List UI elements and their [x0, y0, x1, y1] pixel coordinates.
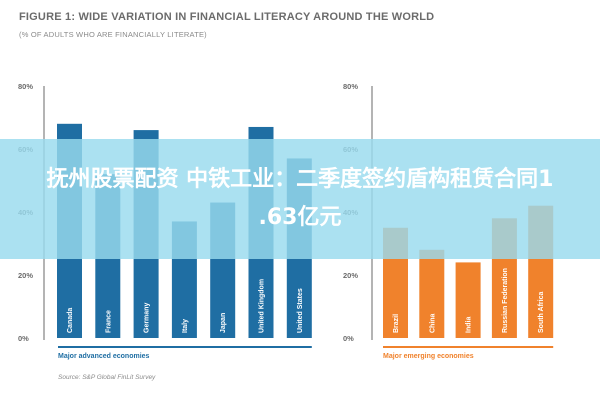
advanced-category-label: Italy — [182, 319, 189, 333]
advanced-category-label: France — [105, 310, 112, 333]
advanced-ytick-label: 80% — [18, 82, 33, 91]
advanced-category-label: Canada — [67, 308, 74, 333]
advanced-group-label: Major advanced economies — [58, 353, 150, 360]
emerging-category-label: Brazil — [393, 314, 400, 333]
emerging-ytick-label: 20% — [343, 271, 358, 280]
chart-subtitle: (% OF ADULTS WHO ARE FINANCIALLY LITERAT… — [19, 30, 207, 39]
advanced-ytick-label: 0% — [18, 334, 29, 343]
emerging-category-label: India — [466, 317, 473, 333]
emerging-ytick-label: 0% — [343, 334, 354, 343]
advanced-ytick-label: 20% — [18, 271, 33, 280]
emerging-category-label: South Africa — [538, 292, 545, 333]
headline-line-1: 抚州股票配资 中铁工业：二季度签约盾构租赁合同1 — [46, 167, 554, 192]
emerging-ytick-label: 80% — [343, 82, 358, 91]
advanced-category-label: United Kingdom — [259, 279, 266, 333]
advanced-category-label: United States — [297, 288, 304, 333]
emerging-category-label: Russian Federation — [502, 268, 509, 333]
emerging-bar — [419, 249, 445, 338]
source-note: Source: S&P Global FinLit Survey — [58, 374, 156, 381]
emerging-category-label: China — [429, 313, 436, 333]
advanced-category-label: Japan — [220, 313, 227, 333]
chart-title: FIGURE 1: WIDE VARIATION IN FINANCIAL LI… — [19, 11, 435, 23]
headline-banner: 抚州股票配资 中铁工业：二季度签约盾构租赁合同1 .63亿元 — [0, 139, 600, 259]
emerging-bar — [455, 262, 481, 338]
headline-line-2: .63亿元 — [258, 205, 342, 230]
emerging-group-label: Major emerging economies — [383, 353, 474, 360]
advanced-category-label: Germany — [144, 303, 151, 333]
